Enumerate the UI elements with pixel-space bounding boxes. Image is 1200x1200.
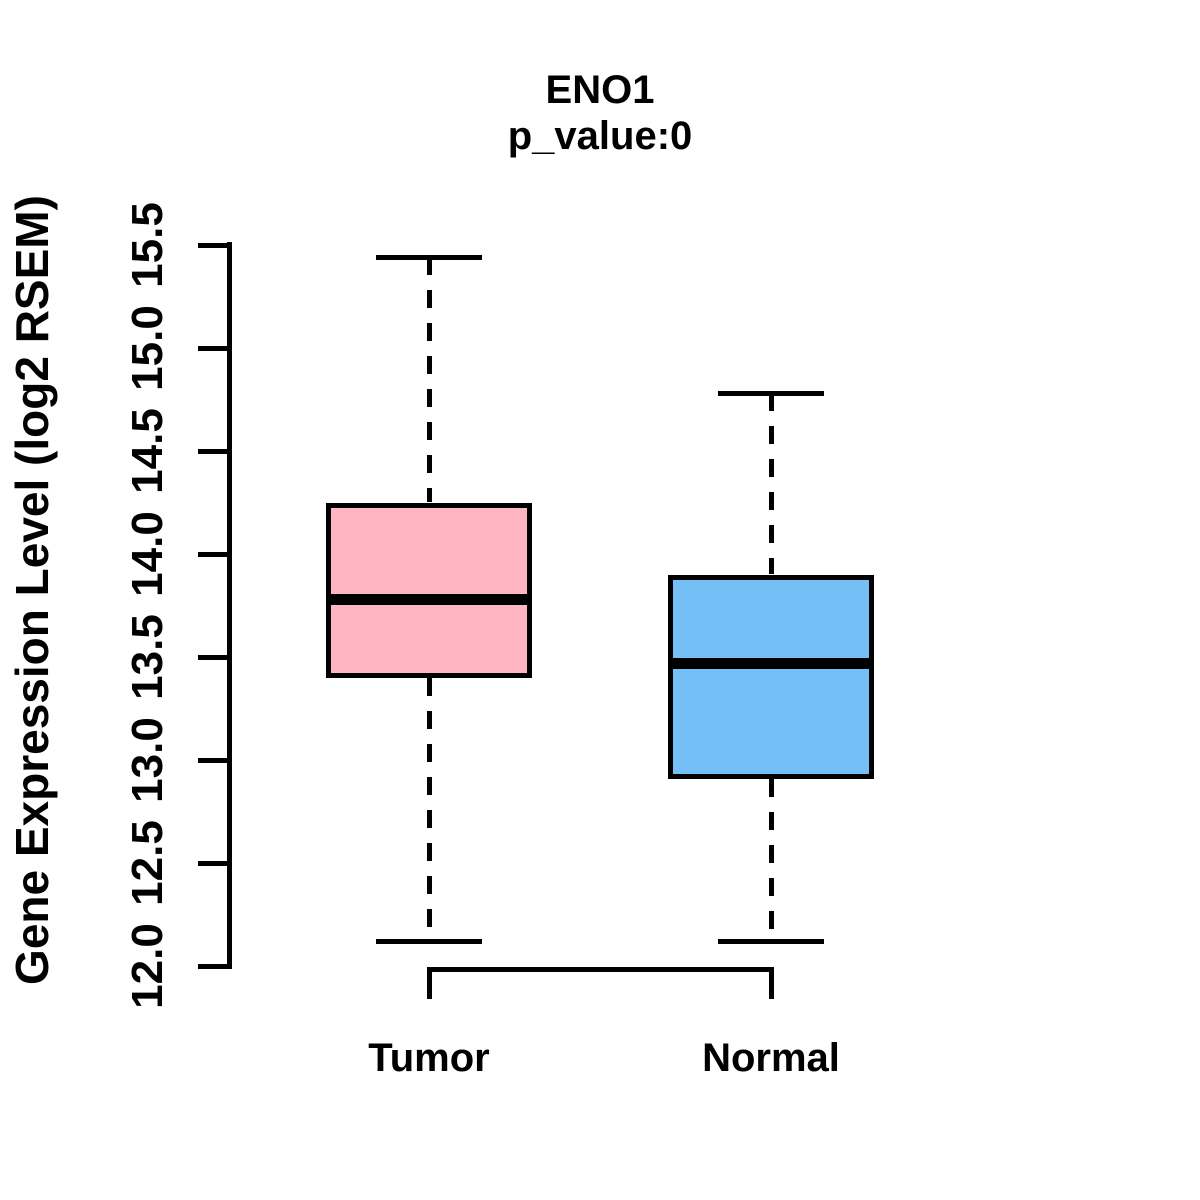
y-tick-label: 13.0 [123,717,172,803]
median-line-tumor [326,594,532,605]
x-axis-line [427,967,774,972]
y-tick-label: 15.0 [123,305,172,391]
y-tick-label: 14.0 [123,511,172,597]
x-tick-normal [769,969,774,999]
lower-whisker-cap-tumor [376,939,482,944]
y-tick [198,964,227,969]
y-tick [198,346,227,351]
y-tick [198,758,227,763]
lower-whisker-line-normal [769,779,774,942]
y-tick-label: 14.5 [123,408,172,494]
y-tick-label: 12.0 [123,923,172,1009]
lower-whisker-line-tumor [427,678,432,942]
lower-whisker-cap-normal [718,939,824,944]
upper-whisker-line-normal [769,393,774,574]
y-tick-label: 12.5 [123,820,172,906]
median-line-normal [668,658,874,669]
y-axis-line [227,242,232,969]
upper-whisker-line-tumor [427,257,432,502]
y-tick-label: 13.5 [123,614,172,700]
x-category-label-tumor: Tumor [368,1036,490,1080]
y-tick [198,449,227,454]
y-tick [198,861,227,866]
iqr-box-tumor [326,503,532,678]
iqr-box-normal [668,575,874,779]
y-tick [198,243,227,248]
chart-title: ENO1 [545,68,655,112]
x-category-label-normal: Normal [702,1036,840,1080]
chart-subtitle: p_value:0 [507,114,693,158]
y-tick-label: 15.5 [123,202,172,288]
y-tick [198,552,227,557]
y-tick [198,655,227,660]
x-tick-tumor [427,969,432,999]
